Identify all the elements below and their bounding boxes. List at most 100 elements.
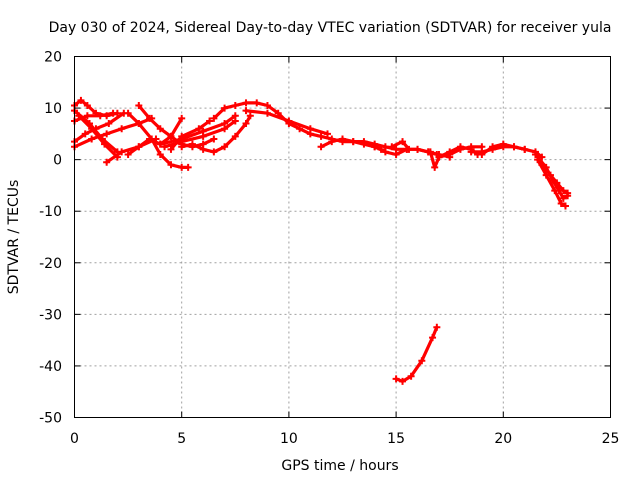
data-point (561, 202, 569, 210)
data-point (83, 112, 91, 120)
data-point (242, 120, 250, 128)
y-tick-label: 20 (44, 50, 62, 66)
data-point (178, 132, 186, 140)
data-point (195, 125, 203, 133)
data-point (564, 189, 572, 197)
data-point (103, 158, 111, 166)
data-point (317, 143, 325, 151)
data-point (96, 112, 104, 120)
data-point (75, 112, 83, 120)
data-point (148, 135, 156, 143)
x-axis-label: GPS time / hours (281, 458, 398, 474)
series-layer (71, 96, 572, 385)
data-series-arc-13 (169, 119, 212, 151)
data-point (146, 114, 154, 122)
data-point (167, 161, 175, 169)
data-point (426, 148, 434, 156)
x-tick-label: 15 (387, 431, 405, 447)
y-tick-label: -50 (39, 411, 62, 427)
data-point (210, 148, 218, 156)
data-point (210, 135, 218, 143)
data-point (414, 145, 422, 153)
data-point (521, 145, 529, 153)
data-point (135, 120, 143, 128)
data-point (317, 132, 325, 140)
data-point (418, 357, 426, 365)
data-point (184, 163, 192, 171)
data-point (109, 109, 117, 117)
data-point (285, 117, 293, 125)
data-point (206, 117, 214, 125)
data-point (551, 187, 559, 195)
data-point (557, 199, 565, 207)
data-point (435, 153, 443, 161)
y-tick-label: 10 (44, 101, 62, 117)
data-point (221, 143, 229, 151)
y-tick-label: -10 (39, 204, 62, 220)
data-point (81, 130, 89, 138)
data-point (135, 143, 143, 151)
data-series-arc-15 (212, 101, 439, 157)
data-point (77, 96, 85, 104)
data-point (546, 171, 554, 179)
data-point (221, 104, 229, 112)
data-point (489, 143, 497, 151)
data-point (242, 107, 250, 115)
tick-layer: 0 5 10 15 20 25 -50 -40 -30 -20 -10 0 10 20 (39, 50, 619, 448)
data-point (392, 375, 400, 383)
grid-layer (74, 56, 611, 418)
y-tick-label: -30 (39, 307, 62, 323)
data-point (433, 323, 441, 331)
data-point (231, 117, 239, 125)
x-tick-label: 5 (177, 431, 186, 447)
data-point (231, 101, 239, 109)
data-point (88, 135, 96, 143)
data-point (360, 140, 368, 148)
data-series-arc-6 (77, 114, 120, 159)
data-point (231, 132, 239, 140)
data-point (124, 109, 132, 117)
data-point (388, 143, 396, 151)
data-point (328, 138, 336, 146)
data-point (167, 132, 175, 140)
data-point (188, 140, 196, 148)
data-point (559, 194, 567, 202)
data-point (88, 125, 96, 133)
data-point (105, 120, 113, 128)
data-point (199, 145, 207, 153)
data-point (103, 130, 111, 138)
data-point (161, 143, 169, 151)
data-point (83, 101, 91, 109)
y-tick-label: -20 (39, 256, 62, 272)
data-point (559, 187, 567, 195)
data-point (156, 125, 164, 133)
data-point (467, 148, 475, 156)
x-tick-label: 0 (70, 431, 79, 447)
data-point (135, 101, 143, 109)
data-point (534, 156, 542, 164)
data-point (118, 148, 126, 156)
data-point (499, 140, 507, 148)
data-point (392, 150, 400, 158)
data-point (399, 377, 407, 385)
data-point (339, 135, 346, 143)
data-point (253, 99, 261, 107)
data-point (199, 132, 207, 140)
data-point (429, 334, 437, 342)
data-point (156, 140, 164, 148)
x-tick-label: 20 (494, 431, 512, 447)
data-point (263, 109, 271, 117)
data-point (553, 179, 561, 187)
data-point (431, 163, 439, 171)
data-point (405, 145, 413, 153)
data-point (242, 99, 250, 107)
data-point (446, 148, 454, 156)
data-point (538, 161, 546, 169)
plot-frame (74, 56, 611, 418)
data-point (124, 150, 132, 158)
data-series-arc-7 (105, 137, 158, 164)
data-point (531, 150, 539, 158)
data-point (407, 372, 415, 380)
